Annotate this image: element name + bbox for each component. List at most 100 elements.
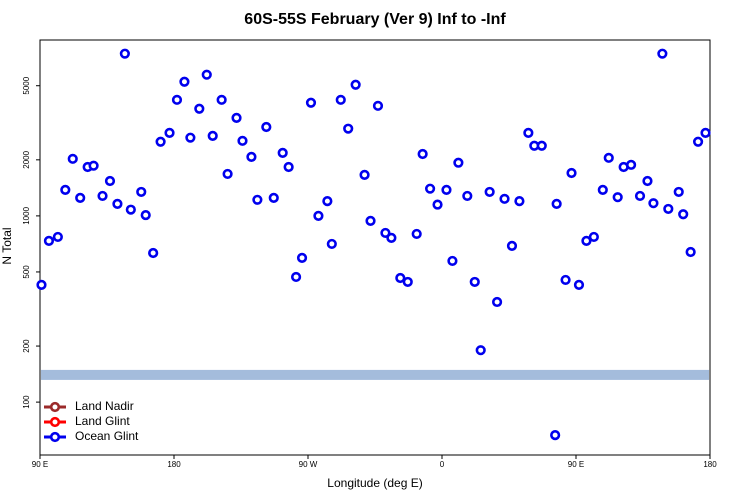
point [125, 204, 136, 215]
point [424, 183, 436, 194]
point [207, 130, 218, 141]
point [673, 186, 684, 198]
point [237, 135, 248, 146]
point [350, 79, 361, 90]
point [612, 192, 623, 203]
point [201, 69, 212, 80]
point [104, 175, 116, 187]
point [283, 161, 294, 173]
y-tick-label: 500 [22, 265, 31, 279]
point [453, 157, 464, 168]
x-tick-label: 90 W [299, 460, 318, 469]
point [441, 184, 452, 195]
legend-label: Land Nadir [75, 399, 134, 413]
band [41, 369, 709, 380]
point [185, 132, 196, 143]
point [469, 276, 480, 288]
point [432, 199, 443, 210]
point [395, 272, 406, 284]
point [634, 190, 646, 202]
point [290, 271, 302, 283]
point [386, 232, 397, 243]
point [523, 127, 534, 139]
point [36, 279, 47, 291]
point [268, 192, 279, 203]
y-tick-label: 2000 [22, 150, 31, 168]
legend-label: Land Glint [75, 414, 130, 428]
point [700, 127, 711, 139]
point [372, 100, 384, 111]
x-tick-label: 180 [167, 460, 181, 469]
point [252, 194, 263, 205]
point [52, 231, 63, 243]
point [447, 255, 458, 267]
point [475, 345, 486, 356]
point [573, 279, 585, 291]
point [550, 430, 561, 441]
point [296, 252, 308, 263]
x-tick-label: 90 E [32, 460, 48, 469]
point [402, 276, 413, 288]
point [678, 209, 689, 220]
point [692, 136, 704, 147]
point [657, 48, 668, 59]
point [365, 215, 376, 226]
x-axis-label: Longitude (deg E) [327, 476, 422, 490]
point [326, 238, 337, 250]
point [566, 167, 577, 179]
point [685, 246, 696, 258]
legend-marker [49, 416, 61, 428]
point [417, 148, 428, 160]
point [60, 184, 71, 195]
point [625, 159, 637, 170]
point [88, 160, 99, 171]
point [536, 140, 547, 151]
point [335, 94, 346, 105]
x-tick-label: 90 E [568, 460, 584, 469]
point [112, 198, 123, 209]
point [642, 175, 653, 187]
point [313, 210, 324, 221]
point [499, 193, 510, 204]
point [97, 190, 108, 202]
x-tick-label: 180 [703, 460, 717, 469]
point [551, 198, 562, 209]
point [462, 190, 473, 202]
point [648, 198, 659, 209]
point [171, 94, 183, 105]
point [484, 186, 495, 198]
point [246, 151, 257, 162]
point [560, 274, 571, 286]
point [305, 97, 317, 108]
x-tick-label: 0 [440, 460, 445, 469]
point [343, 123, 354, 134]
y-tick-label: 5000 [22, 76, 31, 94]
point [663, 203, 674, 215]
point [164, 127, 175, 139]
point [43, 235, 55, 246]
chart-title: 60S-55S February (Ver 9) Inf to -Inf [244, 11, 506, 28]
point [148, 247, 159, 259]
point [514, 196, 525, 207]
point [588, 231, 599, 243]
point [597, 184, 608, 195]
y-tick-label: 200 [22, 339, 31, 353]
y-axis-label: N Total [0, 227, 14, 264]
point [581, 235, 592, 246]
point [506, 240, 518, 251]
point [179, 76, 190, 87]
point [261, 121, 272, 133]
point [491, 296, 503, 308]
point [411, 228, 422, 240]
point [359, 169, 370, 180]
point [67, 153, 78, 164]
point [75, 192, 86, 203]
point [222, 168, 233, 180]
point [322, 196, 333, 207]
legend-label: Ocean Glint [75, 429, 139, 443]
point [136, 186, 147, 198]
point [119, 48, 130, 59]
point [231, 112, 242, 123]
point [155, 136, 166, 147]
